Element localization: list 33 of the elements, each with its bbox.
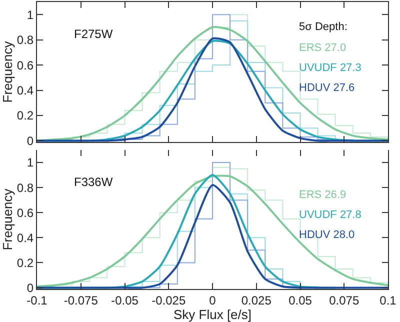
y-tick-label: 0.4: [16, 83, 34, 98]
y-tick-label: 0: [26, 134, 34, 148]
x-tick-label: 0.05: [288, 293, 312, 308]
y-tick-label: 0.8: [16, 180, 34, 195]
text: HDUV 28.0: [299, 229, 355, 241]
y-tick-label: 1: [26, 8, 34, 22]
x-axis-title: Sky Flux [e/s]: [173, 307, 252, 322]
x-tick-label: 0.025: [241, 293, 272, 308]
text: ERS 27.0: [299, 42, 346, 54]
y-tick-label: 0.6: [16, 58, 34, 72]
y-tick-label: 0.2: [16, 256, 34, 270]
x-tick-label: -0.1: [26, 293, 48, 308]
text: HDUV 27.6: [299, 82, 355, 94]
text: ERS 26.9: [299, 189, 346, 201]
y-tick-label: 0.8: [16, 33, 34, 48]
text: UVUDF 27.8: [299, 209, 362, 221]
legend-title: 5σ Depth:: [299, 21, 348, 33]
x-tick-label: -0.075: [64, 293, 98, 308]
y-tick-label: 1: [26, 156, 34, 170]
y-tick-label: 0.4: [16, 230, 34, 245]
x-tick-label: -0.05: [111, 293, 139, 308]
x-tick-label: 0.1: [380, 293, 397, 308]
text: F275W: [74, 27, 114, 41]
y-tick-label: 0.6: [16, 206, 34, 220]
y-tick-label: 0: [26, 280, 34, 295]
text: F336W: [74, 175, 114, 189]
x-tick-label: -0.025: [152, 293, 186, 308]
text: UVUDF 27.3: [299, 62, 362, 74]
y-axis-title: Frequency: [0, 188, 15, 250]
y-tick-label: 0.2: [16, 108, 34, 123]
x-tick-label: 0.075: [329, 293, 360, 308]
x-tick-label: 0: [209, 293, 216, 308]
y-axis-title: Frequency: [0, 40, 15, 103]
